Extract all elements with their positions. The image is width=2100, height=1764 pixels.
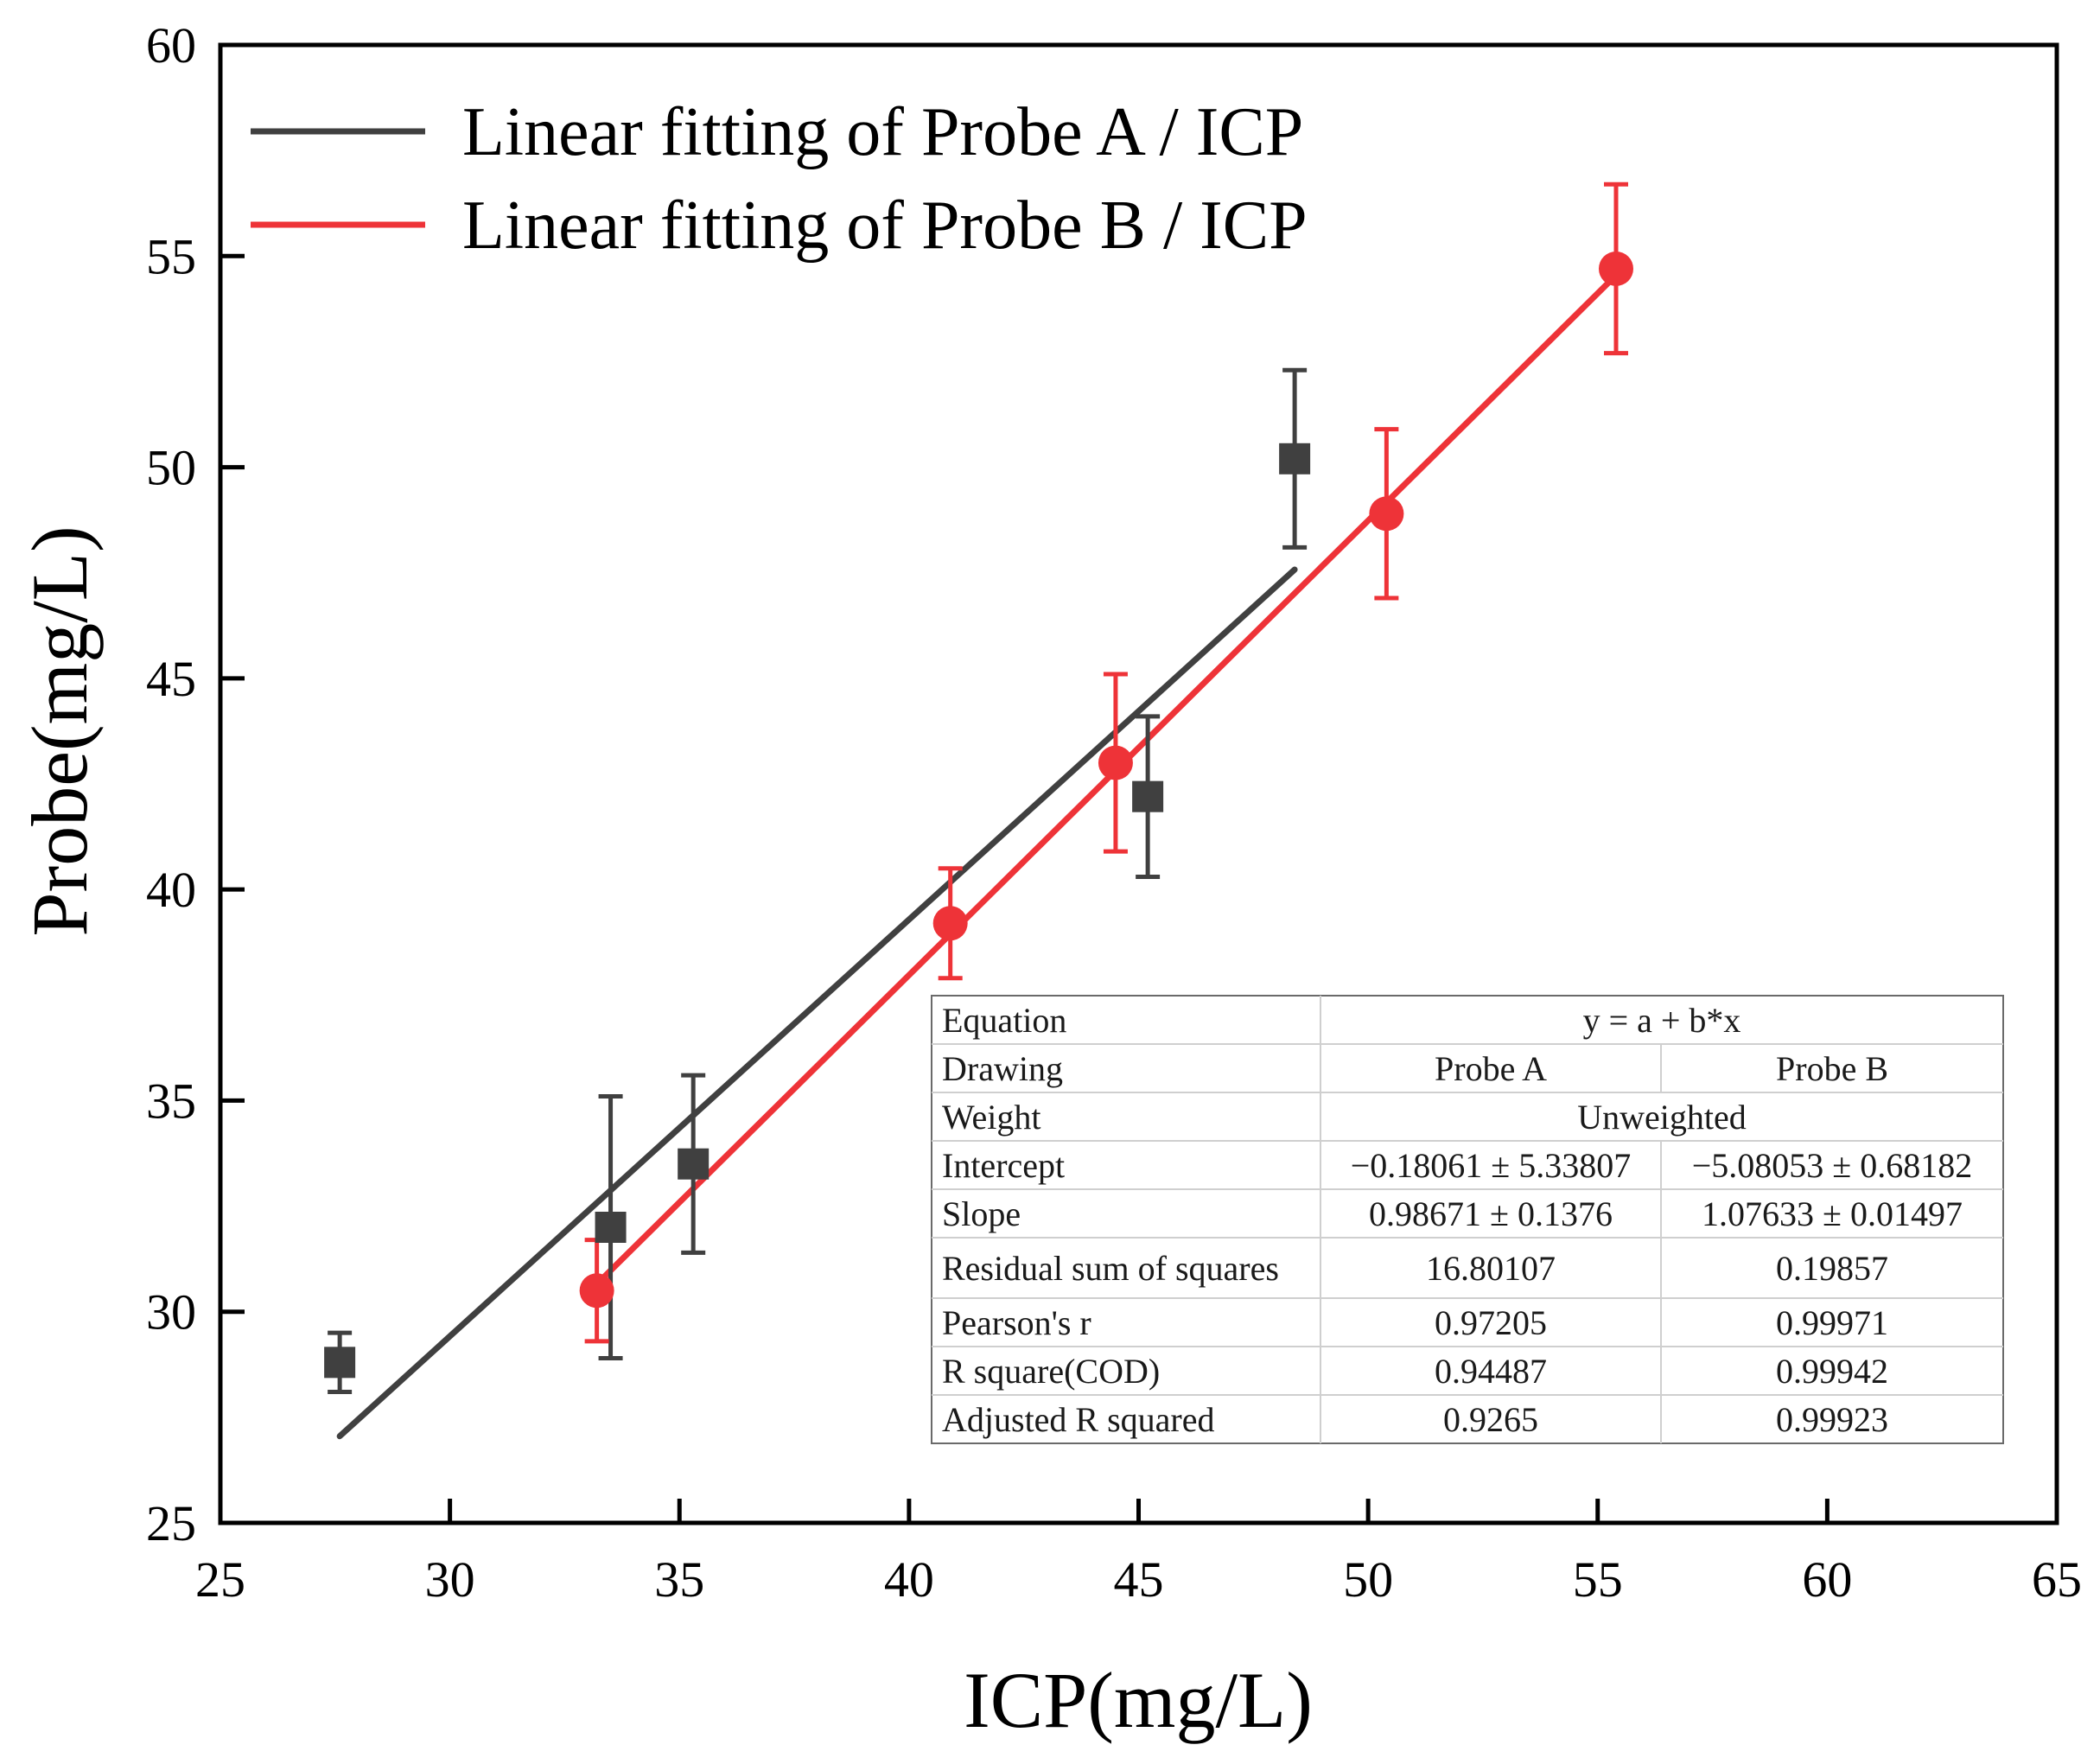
- y-tick-label: 40: [146, 862, 196, 918]
- y-axis-title: Probe(mg/L): [16, 525, 104, 936]
- stats-table-border: [931, 995, 2004, 1444]
- fit-lines: [336, 271, 1620, 1440]
- y-tick-label: 35: [146, 1073, 196, 1129]
- legend: Linear fitting of Probe A / ICP Linear fi…: [251, 94, 1308, 264]
- table-span-value: Unweighted: [1577, 1098, 1747, 1137]
- circle-marker: [1369, 496, 1404, 532]
- x-tick-label: 25: [195, 1551, 245, 1608]
- plot-frame: [218, 42, 2059, 1525]
- circle-marker: [579, 1273, 614, 1309]
- x-tick-label: 55: [1573, 1551, 1623, 1608]
- circle-marker: [1599, 251, 1633, 286]
- square-marker: [1279, 443, 1311, 474]
- table-row-label: R square(COD): [942, 1352, 1160, 1391]
- y-tick-label: 60: [146, 17, 196, 73]
- legend-label: Linear fitting of Probe B / ICP: [462, 188, 1308, 264]
- table-probe-a-value: 0.94487: [1435, 1352, 1547, 1391]
- table-probe-b-value: Probe B: [1776, 1049, 1888, 1088]
- table-probe-a-value: −0.18061 ± 5.33807: [1351, 1146, 1632, 1185]
- x-tick-label: 40: [884, 1551, 934, 1608]
- x-tick-label: 50: [1343, 1551, 1393, 1608]
- table-probe-a-value: 0.98671 ± 0.1376: [1369, 1194, 1613, 1233]
- square-marker: [595, 1212, 627, 1243]
- table-row-label: Adjusted R squared: [942, 1400, 1215, 1439]
- y-tick-label: 30: [146, 1284, 196, 1341]
- x-tick-label: 60: [1802, 1551, 1852, 1608]
- y-tick-label: 45: [146, 651, 196, 707]
- square-marker: [678, 1148, 710, 1180]
- legend-label: Linear fitting of Probe A / ICP: [462, 94, 1303, 170]
- table-probe-a-value: Probe A: [1435, 1049, 1547, 1088]
- fit-line-probe-a: [336, 566, 1298, 1440]
- x-tick-label: 65: [2032, 1551, 2082, 1608]
- square-marker: [324, 1347, 356, 1379]
- tick-labels: 25 30 35 40 45 50 55 60 65 25 30 35 40 45 50 55 60: [146, 17, 2082, 1608]
- table-probe-b-value: 0.99942: [1776, 1352, 1888, 1391]
- table-probe-b-value: 1.07633 ± 0.01497: [1702, 1194, 1963, 1233]
- stats-table: Equation y = a + b*x Drawing Probe A Probe B…: [931, 995, 2004, 1444]
- table-probe-a-value: 0.9265: [1443, 1400, 1538, 1439]
- table-row-label: Equation: [942, 1001, 1066, 1040]
- table-probe-b-value: 0.99971: [1776, 1303, 1888, 1342]
- table-span-value: y = a + b*x: [1583, 1001, 1741, 1040]
- circle-marker: [1098, 745, 1133, 780]
- data-markers: [324, 251, 1633, 1379]
- table-row-label: Intercept: [942, 1146, 1065, 1185]
- x-tick-label: 45: [1114, 1551, 1164, 1608]
- y-tick-label: 25: [146, 1495, 196, 1551]
- y-tick-label: 55: [146, 228, 196, 284]
- circle-marker: [932, 906, 968, 941]
- y-tick-label: 50: [146, 440, 196, 496]
- table-row-label: Slope: [942, 1194, 1021, 1233]
- table-probe-a-value: 16.80107: [1426, 1249, 1556, 1288]
- x-axis-title: ICP(mg/L): [964, 1656, 1313, 1744]
- table-row-label: Weight: [942, 1098, 1041, 1137]
- table-probe-a-value: 0.97205: [1435, 1303, 1547, 1342]
- table-probe-b-value: 0.19857: [1776, 1249, 1888, 1288]
- table-row-label: Pearson's r: [942, 1303, 1091, 1342]
- table-probe-b-value: 0.99923: [1776, 1400, 1888, 1439]
- table-row-label: Drawing: [942, 1049, 1063, 1088]
- square-marker: [1132, 780, 1164, 812]
- table-row-label: Residual sum of squares: [942, 1249, 1279, 1288]
- table-probe-b-value: −5.08053 ± 0.68182: [1692, 1146, 1973, 1185]
- fit-line-probe-b: [594, 271, 1620, 1288]
- x-tick-label: 35: [654, 1551, 704, 1608]
- x-tick-label: 30: [425, 1551, 475, 1608]
